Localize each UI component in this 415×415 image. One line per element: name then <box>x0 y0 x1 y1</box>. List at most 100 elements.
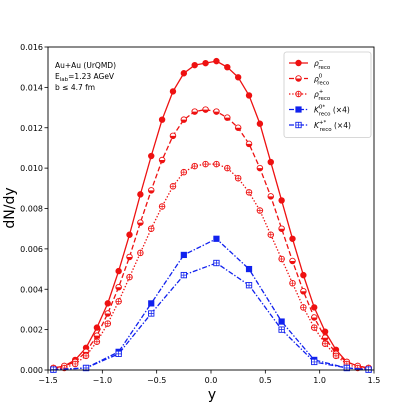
series-3-point-7 <box>115 298 122 305</box>
series-3-point-20 <box>256 207 264 214</box>
x-tick-label-6: 1.0 <box>313 376 326 385</box>
series-3-point-12 <box>169 183 177 190</box>
legend-label-5: K+* reco (×4) <box>314 120 351 133</box>
series-3-point-9 <box>137 249 144 257</box>
series-3-point-19 <box>245 189 253 196</box>
series-1-point-24 <box>300 271 307 279</box>
legend-entry-4: K0* reco (×4) <box>289 105 350 118</box>
y-tick-label-4: 0.006 <box>20 245 43 254</box>
series-2-point-18 <box>234 124 242 131</box>
series-3-point-14 <box>191 162 198 170</box>
legend-box <box>283 51 372 138</box>
annotation-line-1: Au+Au (UrQMD) <box>55 61 116 70</box>
legend-entry-2: ρ0 reco <box>289 74 330 87</box>
plot-area <box>50 57 372 373</box>
legend-entry-5: K+* reco (×4) <box>289 120 351 133</box>
x-tick-label-2: −1.0 <box>93 376 112 385</box>
series-3-point-6 <box>104 320 112 327</box>
annotation-energy-value: =1.23 AGeV <box>68 72 115 81</box>
y-tick-label-2: 0.002 <box>20 326 43 335</box>
series-4-point-5 <box>180 251 187 259</box>
series-1-point-22 <box>278 197 285 204</box>
series-3-point-22 <box>278 255 285 263</box>
series-2-point-12 <box>169 132 177 140</box>
series-3-point-3 <box>71 360 79 368</box>
series-2-point-5 <box>93 332 101 339</box>
series-2-point-23 <box>289 257 296 265</box>
x-axis-label: y <box>208 387 216 403</box>
y-tick-label-9: 0.016 <box>20 43 43 52</box>
series-5-point-4 <box>148 310 155 317</box>
legend-label-2: ρ0 reco <box>314 74 330 87</box>
series-2-point-9 <box>137 219 144 226</box>
series-1-point-26 <box>321 328 329 335</box>
series-5-point-9 <box>311 358 318 366</box>
series-5-point-3 <box>115 350 122 357</box>
series-1-point-25 <box>311 304 318 311</box>
annotation-energy-sub: lab <box>60 77 69 83</box>
series-3-point-13 <box>180 168 188 176</box>
series-4-point-8 <box>278 318 285 325</box>
y-tick-label-5: 0.008 <box>20 205 43 214</box>
series-2-point-22 <box>278 225 285 232</box>
series-1-point-9 <box>137 191 144 198</box>
x-tick-label-5: 0.5 <box>259 376 272 385</box>
series-1-point-13 <box>180 70 188 77</box>
x-tick-label-3: −0.5 <box>147 376 166 385</box>
series-2-point-19 <box>245 140 253 148</box>
series-2-point-20 <box>256 164 264 172</box>
series-1-point-7 <box>115 267 122 275</box>
series-3-point-26 <box>321 340 329 348</box>
series-5-point-5 <box>180 271 187 279</box>
y-axis-label: dN/dy <box>2 187 18 228</box>
annotation-energy-symbol: E <box>55 72 60 81</box>
series-4-point-6 <box>213 235 220 242</box>
series-4-point-7 <box>245 265 253 273</box>
legend-marker-2 <box>295 75 302 82</box>
annotation-line-3: b ≤ 4.7 fm <box>55 83 95 92</box>
series-2-point-15 <box>202 106 209 113</box>
series-2-point-21 <box>267 193 275 200</box>
series-3-point-4 <box>82 352 90 360</box>
series-1-point-12 <box>169 88 177 95</box>
series-1-point-11 <box>158 116 166 123</box>
series-5 <box>50 259 372 373</box>
series-5-point-8 <box>278 326 285 333</box>
series-1-point-23 <box>289 235 296 242</box>
y-tick-label-8: 0.014 <box>20 83 43 92</box>
series-3-line <box>53 163 369 369</box>
legend: ρ− reco ρ0 reco ρ+ reco K0* reco (×4) K+* reco (×… <box>283 51 372 138</box>
y-tick-label-6: 0.010 <box>20 164 43 173</box>
series-1-line <box>53 60 369 369</box>
x-tick-label-4: 0.0 <box>205 376 218 385</box>
annotation-block: Au+Au (UrQMD) Elab=1.23 AGeV b ≤ 4.7 fm <box>55 61 116 92</box>
series-3-point-18 <box>234 174 242 182</box>
series-1-point-15 <box>202 59 209 67</box>
series-3-point-27 <box>332 352 340 360</box>
legend-marker-5 <box>295 121 302 129</box>
y-tick-label-3: 0.004 <box>20 285 43 294</box>
legend-marker-3 <box>295 90 302 98</box>
series-5-point-10 <box>343 364 350 372</box>
legend-entry-1: ρ− reco <box>289 58 331 71</box>
legend-entry-3: ρ+ reco <box>289 89 331 102</box>
series-1-point-5 <box>93 324 101 331</box>
series-3-point-5 <box>93 338 101 345</box>
series-2-point-16 <box>213 108 220 115</box>
series-4-point-4 <box>148 300 155 307</box>
series-2-point-11 <box>158 156 166 164</box>
series-2-point-25 <box>310 314 318 321</box>
series-5-point-7 <box>245 282 253 289</box>
series-1-point-16 <box>213 57 220 65</box>
y-tick-label-7: 0.012 <box>20 124 43 133</box>
series-2-point-13 <box>180 116 188 123</box>
series-5-line <box>53 262 369 371</box>
series-5-point-6 <box>213 259 220 267</box>
series-1-point-10 <box>148 152 155 160</box>
legend-label-1: ρ− reco <box>314 58 331 71</box>
series-2-point-7 <box>115 283 122 291</box>
series-2-point-14 <box>191 108 198 115</box>
series-2-point-10 <box>147 187 155 194</box>
series-4-line <box>53 238 369 371</box>
